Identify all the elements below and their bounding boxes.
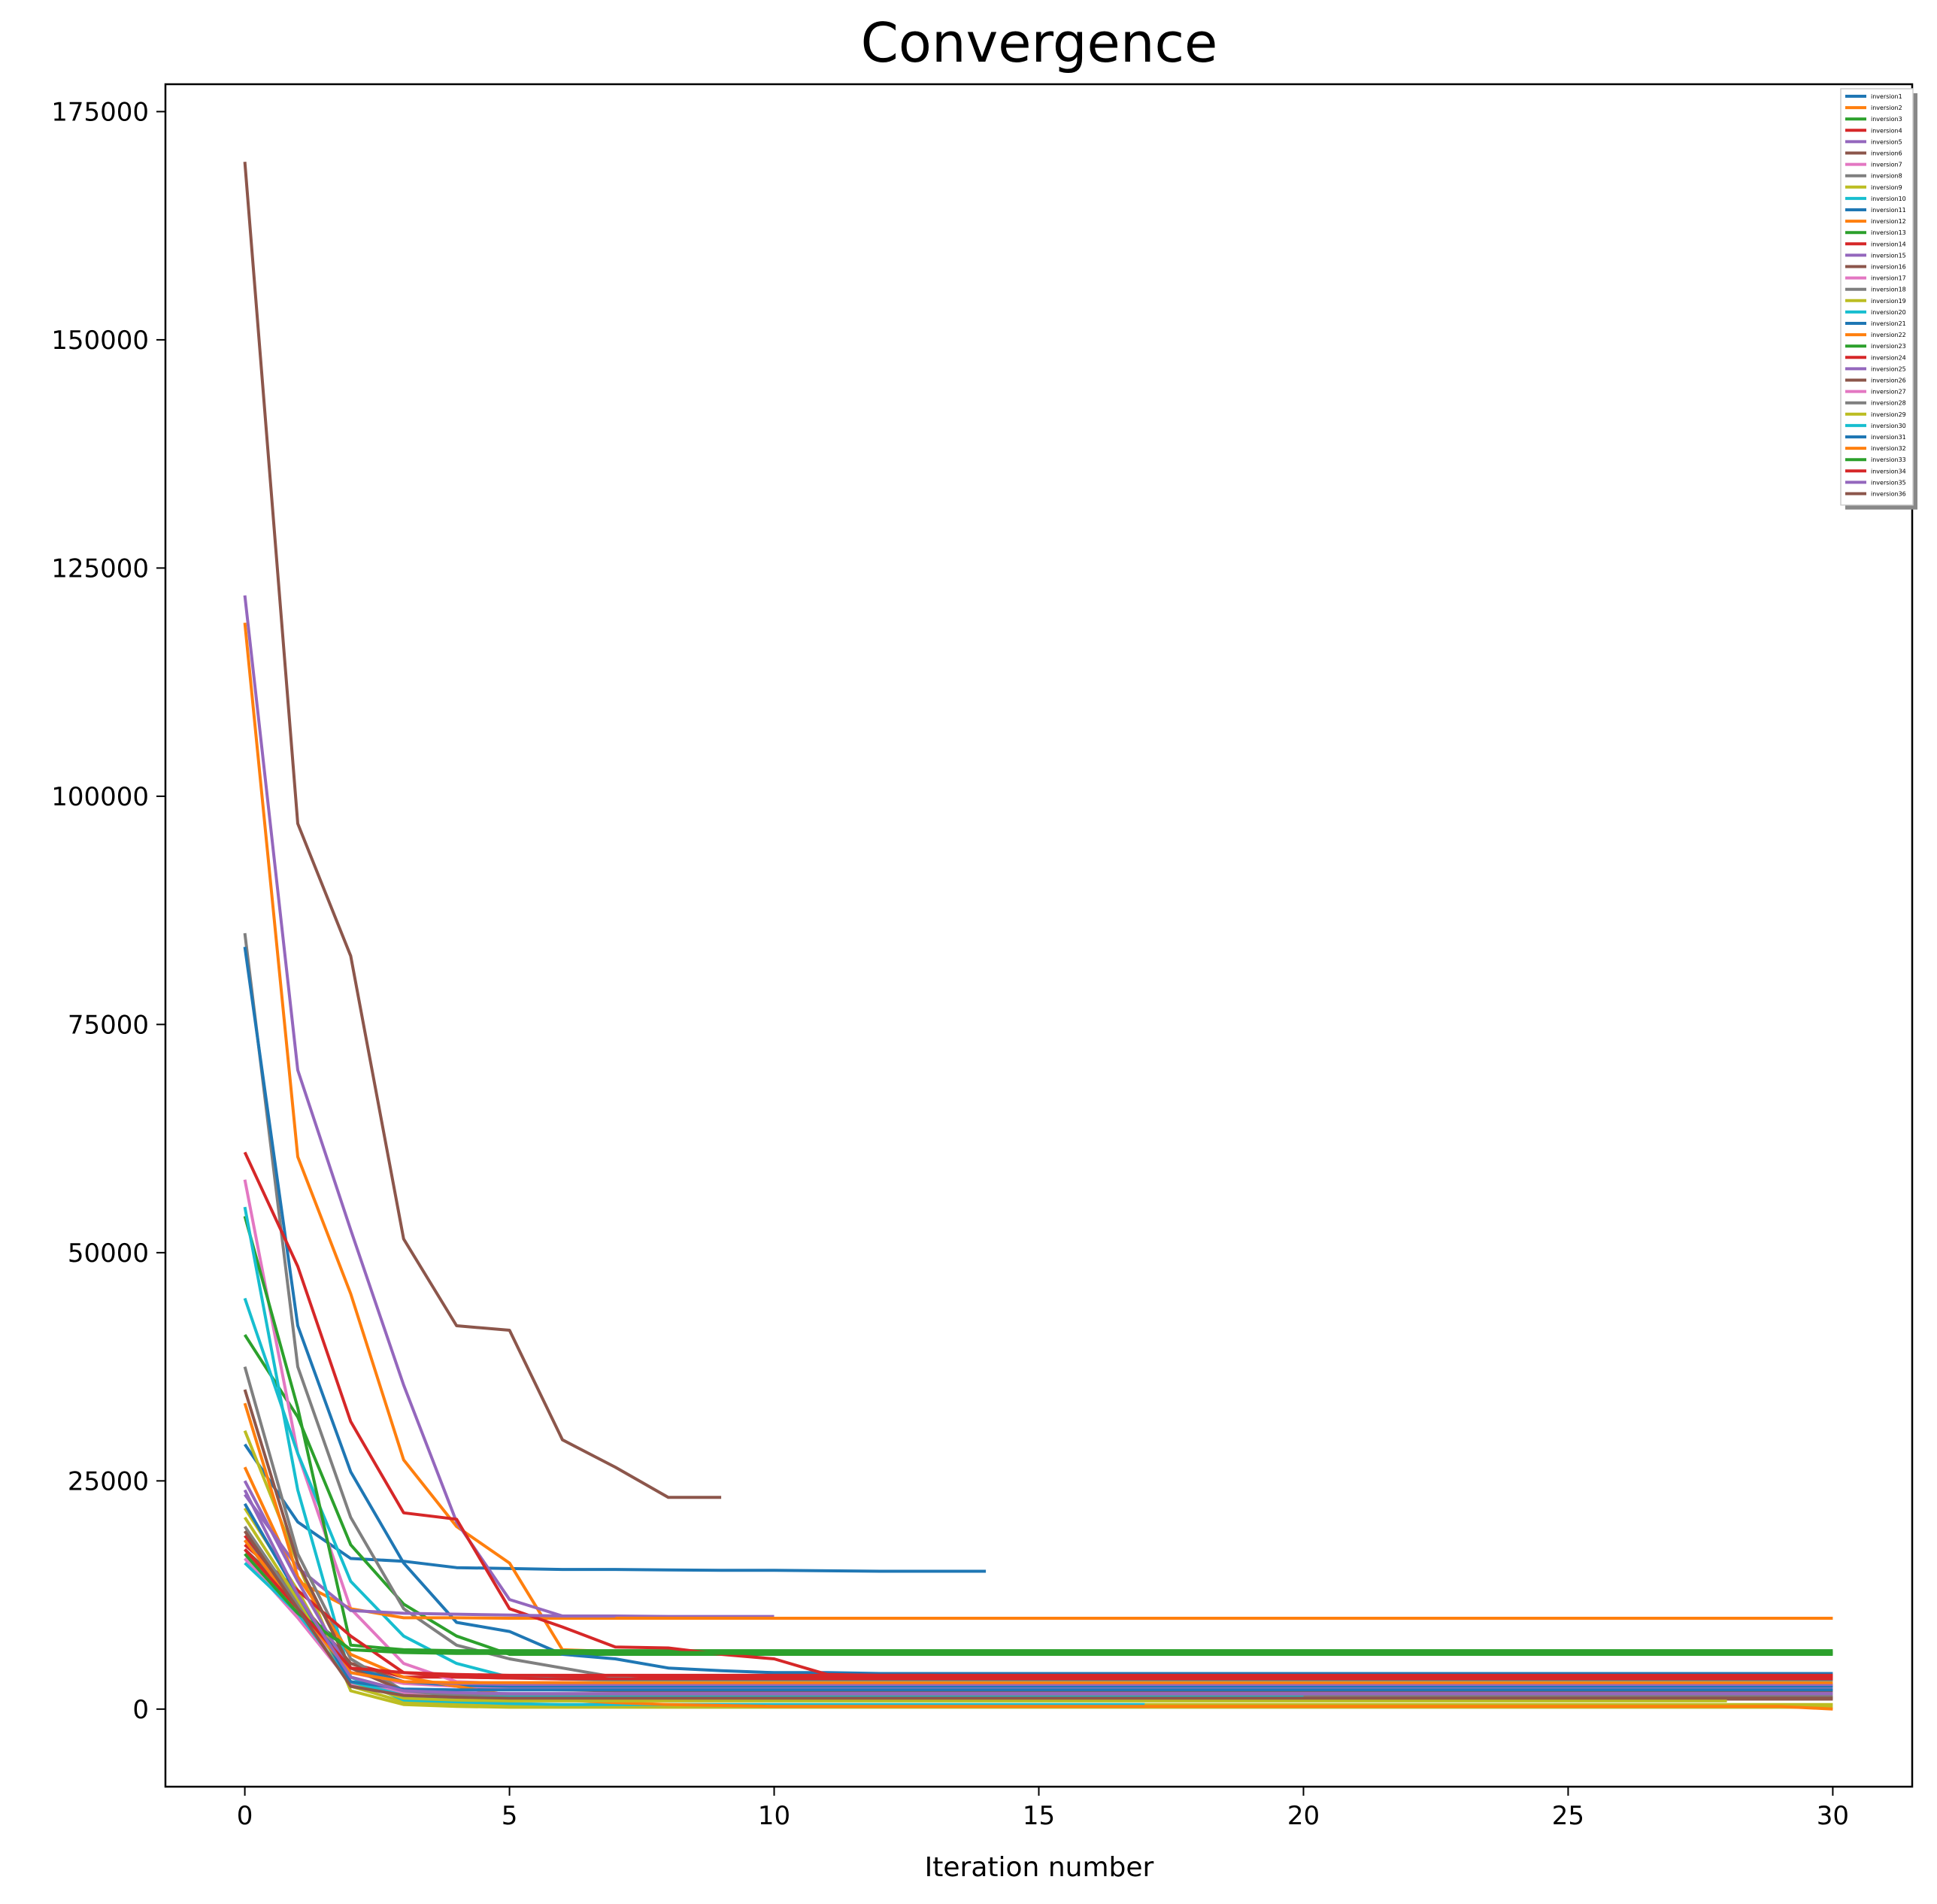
y-tick-label: 50000 xyxy=(68,1239,149,1269)
y-tick-label: 75000 xyxy=(68,1010,149,1040)
x-tick-label: 15 xyxy=(1023,1801,1055,1831)
legend-label: inversion26 xyxy=(1871,377,1906,384)
x-axis-label: Iteration number xyxy=(925,1852,1154,1883)
legend-label: inversion31 xyxy=(1871,434,1906,441)
legend-label: inversion35 xyxy=(1871,479,1906,486)
legend-label: inversion13 xyxy=(1871,229,1906,236)
legend-label: inversion15 xyxy=(1871,252,1906,259)
series-line-inversion5 xyxy=(243,595,774,1618)
legend-label: inversion10 xyxy=(1871,196,1906,202)
series-line-inversion32 xyxy=(244,1539,1833,1684)
legend-label: inversion22 xyxy=(1871,332,1906,338)
y-tick-label: 150000 xyxy=(51,326,149,356)
legend-label: inversion16 xyxy=(1871,264,1906,271)
series-line-inversion31 xyxy=(243,1502,1833,1692)
series-line-inversion13 xyxy=(243,1215,1833,1653)
y-tick-label: 0 xyxy=(132,1695,149,1725)
legend-label: inversion27 xyxy=(1871,389,1906,396)
legend-label: inversion28 xyxy=(1871,400,1906,407)
chart-title: Convergence xyxy=(861,11,1218,74)
series-line-inversion29 xyxy=(243,1516,1727,1702)
series-line-inversion24 xyxy=(244,1543,1833,1681)
legend-label: inversion23 xyxy=(1871,343,1906,350)
legend-label: inversion30 xyxy=(1871,423,1906,429)
legend-label: inversion12 xyxy=(1871,218,1906,225)
y-tick-label: 100000 xyxy=(51,782,149,812)
x-tick-label: 5 xyxy=(502,1801,518,1831)
x-tick-label: 20 xyxy=(1287,1801,1320,1831)
legend-label: inversion9 xyxy=(1871,184,1902,191)
legend-label: inversion32 xyxy=(1871,445,1906,452)
series-line-inversion15 xyxy=(243,1493,616,1617)
y-tick-label: 175000 xyxy=(51,97,149,127)
legend-label: inversion21 xyxy=(1871,320,1906,327)
legend-label: inversion2 xyxy=(1871,105,1902,111)
legend-label: inversion11 xyxy=(1871,207,1906,214)
x-tick-label: 30 xyxy=(1817,1801,1849,1831)
series-line-inversion1 xyxy=(243,1443,987,1573)
legend-label: inversion14 xyxy=(1871,241,1906,247)
series-line-inversion11 xyxy=(243,946,1833,1675)
legend-label: inversion18 xyxy=(1871,287,1906,293)
legend-label: inversion4 xyxy=(1871,127,1902,134)
legend-label: inversion34 xyxy=(1871,468,1906,474)
y-tick-label: 125000 xyxy=(51,553,149,584)
legend-label: inversion36 xyxy=(1871,491,1906,498)
plot-frame xyxy=(164,83,1914,1788)
legend-label: inversion5 xyxy=(1871,138,1902,145)
axes-ticks: 0 5 10 15 20 25 30 0 25000 50000 75000 100000 125000… xyxy=(51,97,1849,1831)
series-line-inversion12 xyxy=(243,1466,1833,1620)
y-tick-label: 25000 xyxy=(68,1466,149,1496)
x-tick-label: 0 xyxy=(237,1801,253,1831)
legend-label: inversion33 xyxy=(1871,456,1906,463)
series-lines xyxy=(243,162,1833,1711)
legend-label: inversion3 xyxy=(1871,116,1902,123)
x-tick-label: 10 xyxy=(758,1801,790,1831)
legend-label: inversion19 xyxy=(1871,298,1906,305)
legend-label: inversion25 xyxy=(1871,365,1906,372)
legend-label: inversion29 xyxy=(1871,411,1906,418)
legend-label: inversion20 xyxy=(1871,309,1906,316)
legend-label: inversion1 xyxy=(1871,93,1902,100)
series-line-inversion16 xyxy=(243,162,722,1499)
legend-label: inversion6 xyxy=(1871,150,1902,157)
x-tick-label: 25 xyxy=(1552,1801,1584,1831)
series-line-inversion33 xyxy=(244,1553,1833,1654)
series-line-inversion36 xyxy=(243,1530,1833,1700)
legend-label: inversion7 xyxy=(1871,162,1902,168)
legend-label: inversion17 xyxy=(1871,275,1906,282)
legend-label: inversion8 xyxy=(1871,173,1902,180)
series-line-inversion34 xyxy=(244,1548,1833,1677)
series-line-inversion25 xyxy=(243,1480,1833,1686)
legend: inversion1 inversion2 inversion3 inversion4… xyxy=(1840,88,1917,510)
legend-label: inversion24 xyxy=(1871,354,1906,361)
series-line-inversion35 xyxy=(243,1489,1833,1696)
series-line-inversion21 xyxy=(244,1539,1833,1688)
